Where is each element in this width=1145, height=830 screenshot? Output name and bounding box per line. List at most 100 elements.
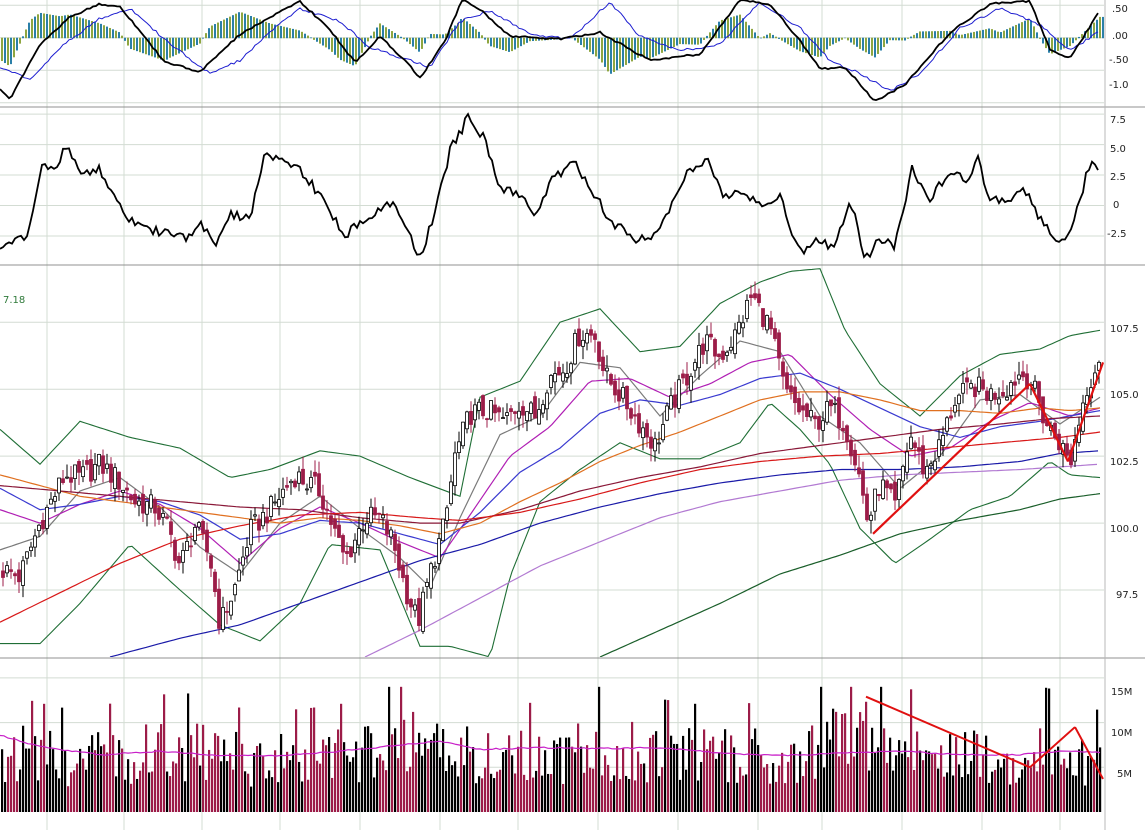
macd-histogram-bar <box>928 31 930 39</box>
volume-bar <box>508 735 511 812</box>
candlestick <box>433 566 437 569</box>
macd-histogram-bar <box>580 37 582 45</box>
macd-histogram-bar <box>1042 37 1044 44</box>
volume-bar <box>268 770 271 812</box>
volume-bar <box>526 780 529 812</box>
volume-bar <box>94 750 97 812</box>
macd-histogram-bar <box>1075 37 1077 41</box>
volume-bar <box>748 703 751 812</box>
volume-bar <box>40 739 43 812</box>
macd-histogram-bar <box>916 33 918 39</box>
candlestick <box>977 376 981 392</box>
macd-histogram-bar <box>781 37 783 41</box>
candlestick <box>913 442 917 448</box>
volume-bar <box>976 734 979 812</box>
macd-histogram-bar <box>277 25 279 39</box>
candlestick <box>673 394 677 408</box>
candlestick <box>173 539 177 561</box>
candlestick <box>929 463 933 467</box>
macd-histogram-bar <box>994 30 996 39</box>
volume-bar <box>907 757 910 812</box>
macd-histogram-bar <box>295 29 297 39</box>
candlestick <box>201 521 205 534</box>
volume-bar <box>742 775 745 812</box>
volume-bar <box>985 735 988 812</box>
macd-histogram-bar <box>766 34 768 39</box>
volume-bar <box>787 761 790 812</box>
candlestick <box>1065 443 1069 456</box>
macd-histogram-bar <box>217 22 219 39</box>
macd-histogram-bar <box>463 18 465 39</box>
volume-bar <box>1009 784 1012 812</box>
macd-histogram-bar <box>1093 22 1095 39</box>
macd-histogram-bar <box>223 19 225 39</box>
macd-histogram-bar <box>16 37 18 51</box>
volume-bar <box>7 756 10 812</box>
volume-bar <box>199 765 202 812</box>
macd-histogram-bar <box>373 31 375 39</box>
macd-histogram-bar <box>805 37 807 54</box>
volume-bar <box>601 775 604 812</box>
candlestick <box>209 555 213 569</box>
macd-histogram-bar <box>538 37 540 41</box>
volume-bar <box>1084 785 1087 812</box>
volume-bar <box>367 726 370 812</box>
volume-bar <box>103 744 106 812</box>
macd-histogram-bar <box>4 37 6 64</box>
volume-bar <box>955 737 958 812</box>
volume-bar <box>100 746 103 812</box>
candlestick <box>313 471 317 477</box>
candlestick <box>21 560 25 586</box>
candlestick <box>881 479 885 499</box>
candlestick <box>921 445 925 475</box>
candlestick <box>453 452 457 487</box>
macd-histogram-bar <box>37 14 39 39</box>
candlestick <box>681 373 685 379</box>
macd-histogram-bar <box>28 22 30 39</box>
candlestick <box>549 375 553 388</box>
volume-tick-label: 5M <box>1117 769 1132 780</box>
candlestick <box>301 468 305 485</box>
volume-bar <box>952 775 955 812</box>
volume-bar <box>505 749 508 812</box>
macd-histogram-bar <box>325 37 327 48</box>
candlestick <box>153 499 157 514</box>
volume-bar <box>544 750 547 812</box>
volume-bar <box>313 707 316 812</box>
macd-histogram-bar <box>367 37 369 42</box>
macd-histogram-bar <box>862 37 864 51</box>
volume-bar <box>181 747 184 812</box>
volume-bar <box>541 775 544 812</box>
volume-bar <box>973 730 976 812</box>
volume-bar <box>1057 746 1060 812</box>
candlestick <box>805 403 809 418</box>
macd-histogram-bar <box>199 37 201 44</box>
macd-histogram-bar <box>727 18 729 39</box>
macd-histogram-bar <box>391 31 393 39</box>
macd-histogram-bar <box>298 30 300 39</box>
macd-histogram-bar <box>523 37 525 45</box>
volume-bar <box>790 744 793 812</box>
volume-panel <box>0 686 1104 812</box>
macd-histogram-bar <box>658 37 660 55</box>
candlestick <box>717 353 721 358</box>
volume-bar <box>238 707 241 812</box>
volume-bar <box>562 783 565 812</box>
macd-histogram-bar <box>1066 37 1068 48</box>
macd-histogram-bar <box>832 37 834 45</box>
volume-bar <box>253 752 256 812</box>
volume-bar <box>946 772 949 812</box>
macd-histogram-bar <box>880 37 882 51</box>
macd-histogram-bar <box>163 37 165 61</box>
macd-histogram-bar <box>784 37 786 43</box>
macd-histogram-bar <box>31 18 33 39</box>
macd-histogram-bar <box>931 31 933 39</box>
macd-histogram-bar <box>232 15 234 39</box>
macd-histogram-bar <box>205 33 207 39</box>
volume-bar <box>337 729 340 812</box>
volume-bar <box>1078 749 1081 812</box>
candlestick <box>953 404 957 413</box>
volume-bar <box>655 731 658 812</box>
volume-bar <box>379 754 382 812</box>
candlestick <box>181 550 185 563</box>
